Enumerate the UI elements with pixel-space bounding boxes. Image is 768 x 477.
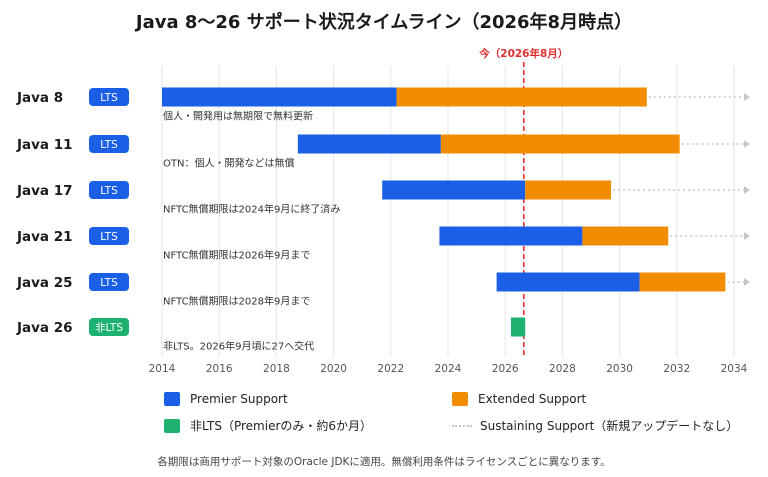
sustaining-arrowhead (744, 278, 750, 286)
row-note: NFTC無償期限は2026年9月まで (163, 249, 310, 262)
x-tick-label: 2016 (206, 363, 233, 375)
x-tick-label: 2018 (263, 363, 290, 375)
row-label: Java 11 (16, 137, 73, 153)
row-label: Java 17 (16, 183, 73, 199)
row-note: NFTC無償期限は2024年9月に終了済み (163, 203, 340, 216)
x-tick-label: 2028 (549, 363, 576, 375)
x-tick-label: 2032 (663, 363, 690, 375)
sustaining-arrowhead (744, 93, 750, 101)
lts-badge (89, 273, 129, 291)
sustaining-arrowhead (744, 232, 750, 240)
row-label: Java 26 (16, 320, 73, 336)
footnote: 各期限は商用サポート対象のOracle JDKに適用。無償利用条件はライセンスご… (157, 456, 611, 468)
x-tick-label: 2020 (320, 363, 347, 375)
x-tick-label: 2034 (721, 363, 748, 375)
x-tick-label: 2014 (149, 363, 176, 375)
now-label: 今（2026年8月） (478, 47, 568, 60)
badge-label: LTS (100, 139, 118, 151)
badge-label: LTS (100, 231, 118, 243)
lts-badge (89, 88, 129, 106)
row-note: 個人・開発用は無期限で無料更新 (163, 110, 313, 123)
lts-badge (89, 135, 129, 153)
x-tick-label: 2026 (492, 363, 519, 375)
sustaining-arrowhead (744, 140, 750, 148)
row-label: Java 21 (16, 229, 73, 245)
premier-bar (162, 87, 397, 107)
extended-bar (639, 272, 726, 292)
non-lts-badge (89, 318, 129, 336)
x-tick-label: 2030 (606, 363, 633, 375)
row-label: Java 8 (16, 90, 63, 106)
extended-bar (582, 226, 669, 246)
extended-bar (440, 134, 680, 154)
badge-label: LTS (100, 185, 118, 197)
row-note: NFTC無償期限は2028年9月まで (163, 295, 310, 308)
sustaining-arrowhead (744, 186, 750, 194)
x-tick-label: 2024 (435, 363, 462, 375)
premier-bar (297, 134, 441, 154)
badge-label: LTS (100, 277, 118, 289)
x-tick-label: 2022 (377, 363, 404, 375)
lts-badge (89, 181, 129, 199)
premier-bar (439, 226, 583, 246)
row-label: Java 25 (16, 275, 73, 291)
row-note: OTN：個人・開発などは無償 (163, 157, 294, 170)
extended-bar (396, 87, 647, 107)
row-note: 非LTS。2026年9月頃に27へ交代 (163, 340, 314, 353)
non-lts-bar (510, 317, 526, 337)
chart-title: Java 8〜26 サポート状況タイムライン（2026年8月時点） (135, 12, 633, 33)
extended-bar (525, 180, 612, 200)
badge-label: LTS (100, 92, 118, 104)
premier-bar (496, 272, 640, 292)
lts-badge (89, 227, 129, 245)
premier-bar (382, 180, 526, 200)
badge-label: 非LTS (95, 322, 123, 334)
